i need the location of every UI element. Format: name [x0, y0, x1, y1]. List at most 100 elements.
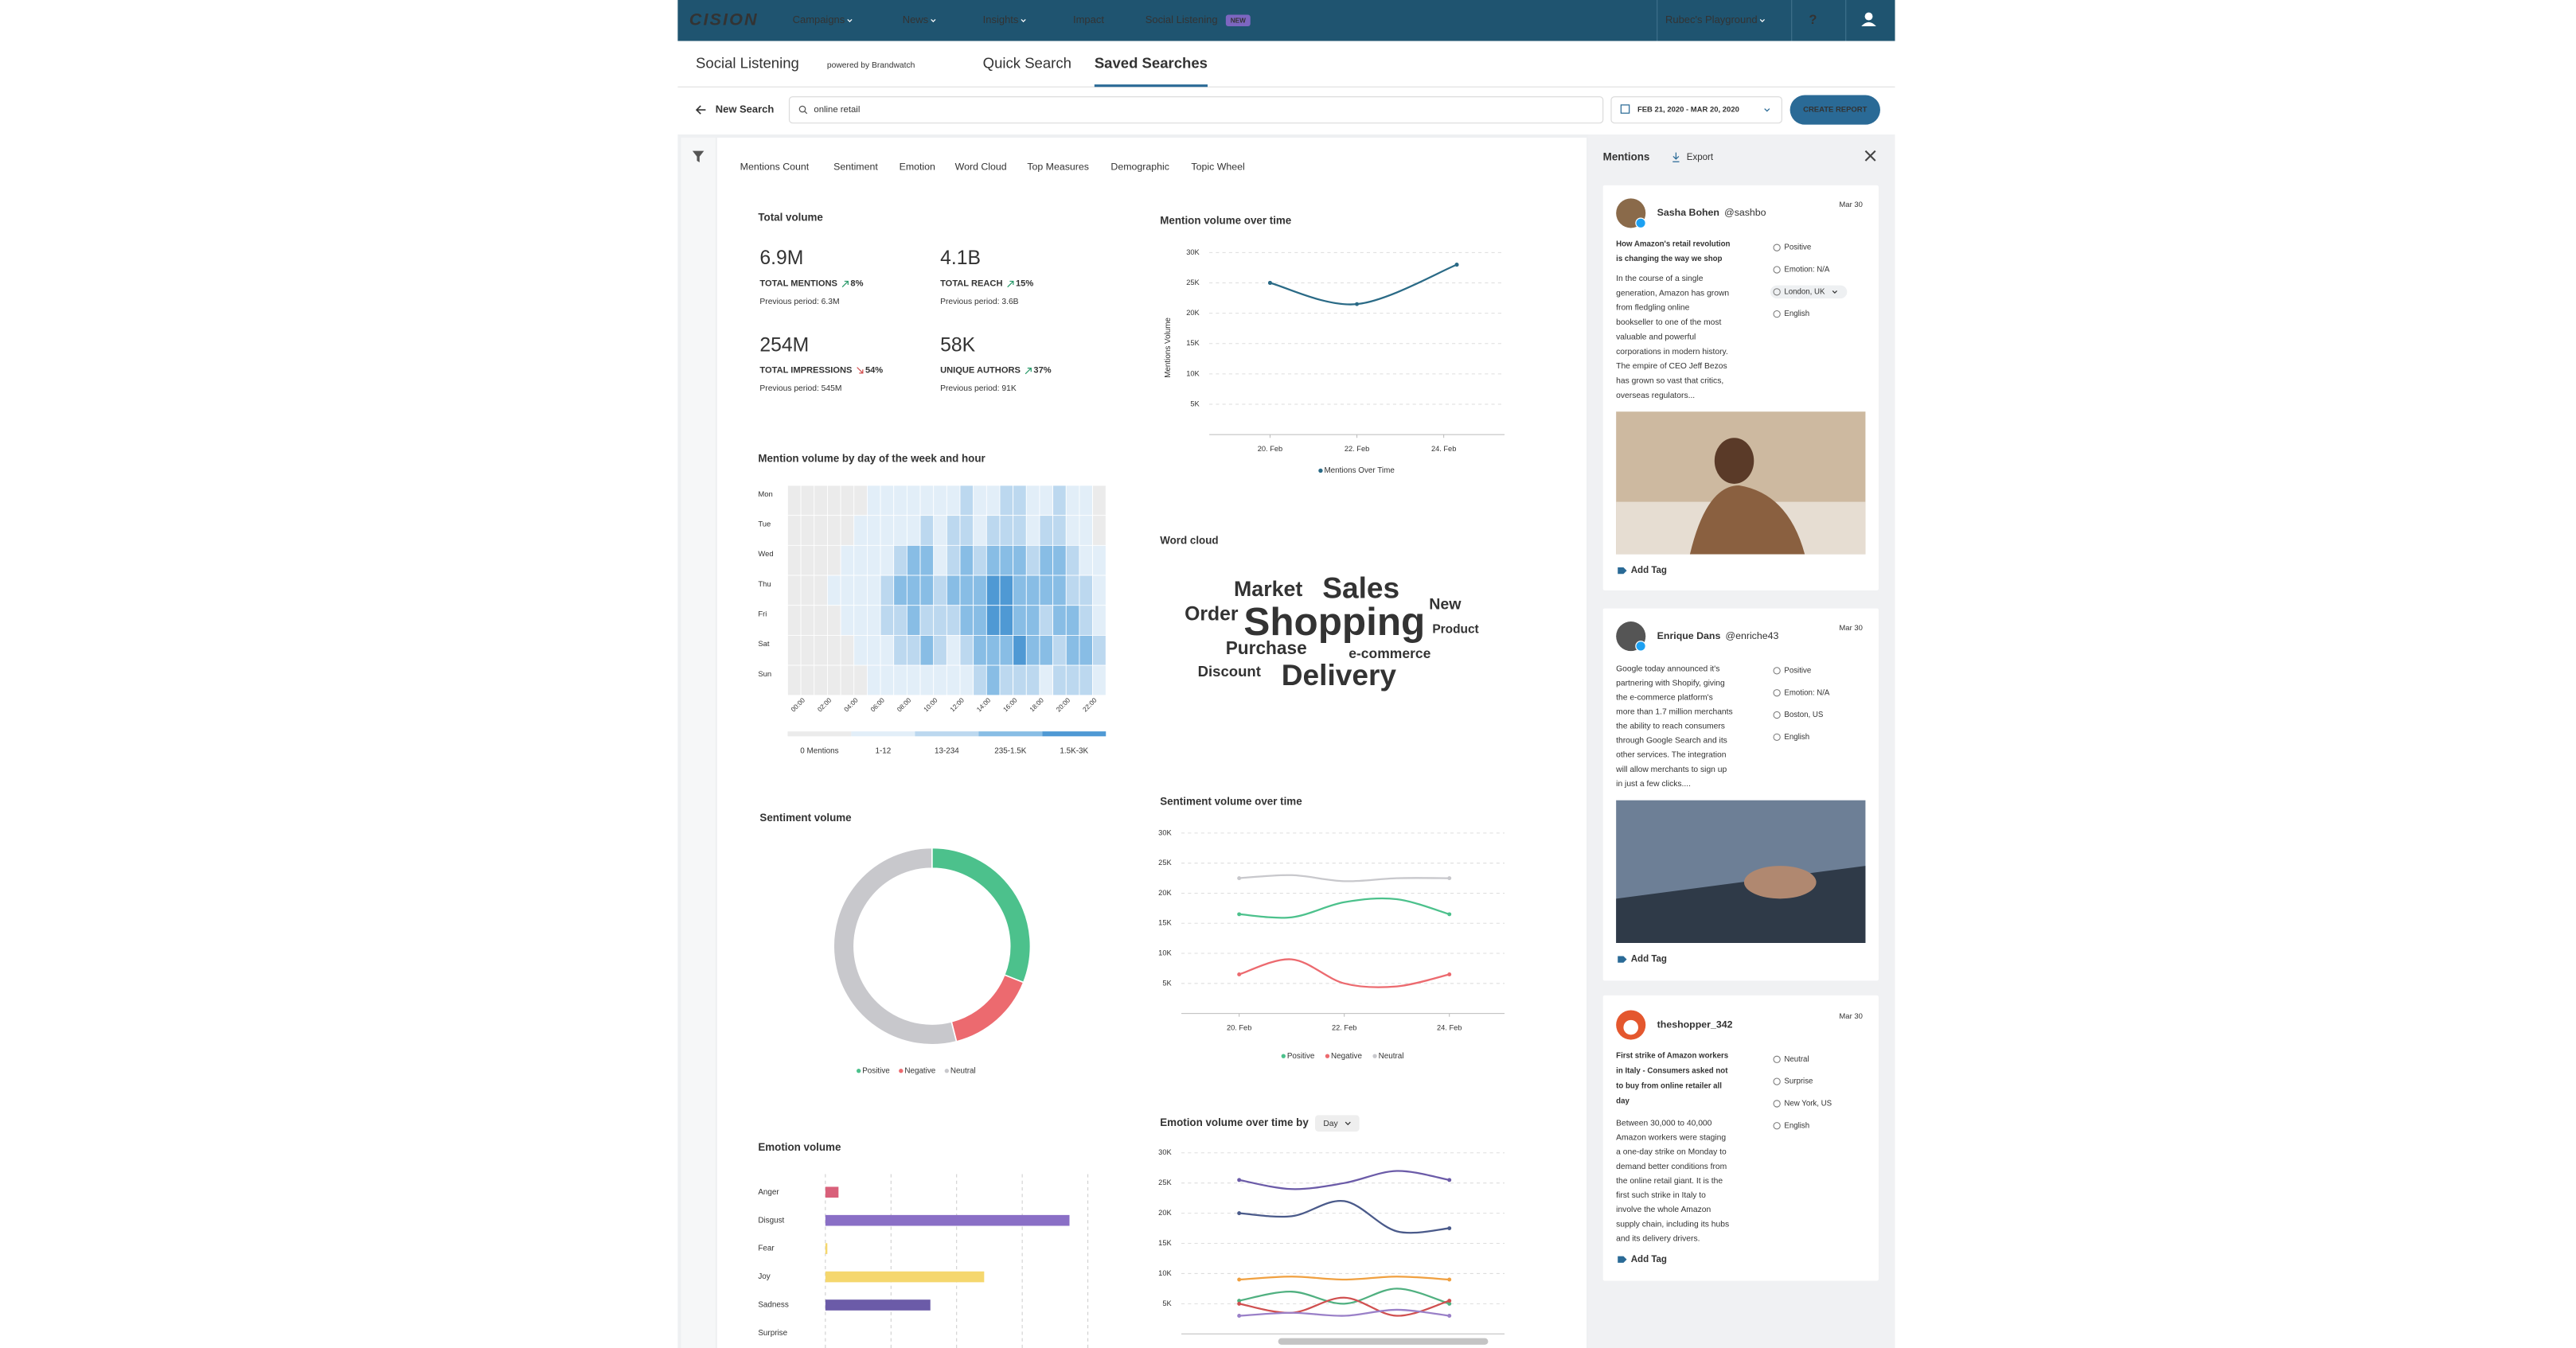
heatmap-cell: [906, 605, 921, 636]
header-tab[interactable]: Saved Searches: [1095, 54, 1208, 71]
back-arrow[interactable]: [695, 105, 706, 115]
heatmap-cell: [1092, 664, 1107, 696]
y-tick-label: 20K: [1158, 1209, 1172, 1217]
nav-item[interactable]: News: [903, 14, 929, 25]
series-point: [1237, 912, 1242, 917]
heatmap-cell: [1013, 544, 1027, 576]
account-menu[interactable]: Rubec's Playground: [1665, 14, 1758, 25]
new-search[interactable]: New Search: [716, 103, 775, 115]
heatmap-cell: [1079, 575, 1094, 606]
heatmap-cell: [986, 575, 1001, 606]
location-chip: [1770, 285, 1848, 299]
body-text: Amazon workers were staging: [1616, 1134, 1726, 1143]
report-tab[interactable]: Mentions Count: [740, 161, 810, 172]
report-tab[interactable]: Topic Wheel: [1191, 161, 1244, 172]
body-text: valuable and powerful: [1616, 333, 1696, 341]
body-text: supply chain, including its hubs: [1616, 1220, 1729, 1229]
caret: [931, 18, 936, 22]
category-label: Fear: [758, 1245, 775, 1253]
report-tab[interactable]: Demographic: [1110, 161, 1169, 172]
heatmap-cell: [933, 664, 947, 696]
nav-item[interactable]: Campaigns: [793, 14, 845, 25]
y-tick-label: 15K: [1186, 339, 1200, 347]
heatmap-cell: [999, 605, 1014, 636]
heatmap-cell: [959, 664, 974, 696]
stat-change: 54%: [865, 366, 883, 376]
logo: CISION: [689, 9, 759, 29]
filter-icon[interactable]: [692, 150, 704, 163]
heatmap-cell: [1092, 544, 1107, 576]
close-icon[interactable]: [1864, 150, 1876, 162]
tag-icon: [1618, 567, 1627, 575]
add-tag[interactable]: Add Tag: [1631, 955, 1667, 964]
tag-icon: [1618, 956, 1627, 963]
heatmap-cell: [973, 664, 987, 696]
caret: [1832, 290, 1837, 294]
category-label: Disgust: [758, 1216, 784, 1225]
heatmap-cell: [840, 664, 855, 696]
header-tab[interactable]: Quick Search: [983, 54, 1071, 71]
heatmap-cell: [800, 635, 815, 666]
scrollbar[interactable]: [1278, 1338, 1489, 1345]
heatmap-cell: [959, 635, 974, 666]
stat-label: TOTAL REACH: [940, 279, 1002, 288]
heatmap-cell: [906, 544, 921, 576]
report-tab[interactable]: Emotion: [900, 161, 935, 172]
heatmap-cell: [827, 515, 841, 546]
headline: in Italy - Consumers asked not: [1616, 1067, 1728, 1076]
legend-label: Negative: [1331, 1052, 1362, 1061]
meta-icon: [1773, 667, 1781, 675]
user-icon[interactable]: [1861, 21, 1876, 26]
mention-card: [1602, 995, 1879, 1281]
heatmap-cell: [1079, 544, 1094, 576]
heatmap-cell: [959, 544, 974, 576]
heatmap-cell: [866, 635, 881, 666]
heatmap-cell: [1079, 485, 1094, 516]
legend-label: Positive: [1287, 1052, 1315, 1061]
report-tab[interactable]: Sentiment: [833, 161, 878, 172]
meta-item: English: [1784, 1121, 1809, 1130]
export-link[interactable]: Export: [1687, 153, 1714, 162]
bar: [825, 1186, 839, 1198]
heatmap-cell: [800, 664, 815, 696]
stat-previous: Previous period: 3.6B: [940, 298, 1019, 306]
nav-item[interactable]: Social Listening: [1146, 14, 1218, 25]
heatmap-cell: [906, 664, 921, 696]
series-point: [1447, 972, 1452, 976]
legend-label: Neutral: [1379, 1052, 1404, 1061]
nav-item[interactable]: Insights: [983, 14, 1019, 25]
series-line: [1239, 1308, 1450, 1317]
add-tag[interactable]: Add Tag: [1631, 566, 1667, 575]
help[interactable]: ?: [1809, 13, 1817, 27]
date-picker[interactable]: [1610, 95, 1782, 124]
dropdown[interactable]: [1315, 1115, 1360, 1132]
heatmap-cell: [933, 515, 947, 546]
series-point: [1447, 1301, 1452, 1306]
nav-item[interactable]: Impact: [1073, 14, 1104, 25]
subheader: [677, 41, 1895, 88]
section-title: Emotion volume: [758, 1141, 841, 1153]
add-tag[interactable]: Add Tag: [1631, 1255, 1667, 1264]
legend-label: 13-234: [935, 746, 959, 755]
trend-arrow: [1025, 368, 1032, 375]
search-input[interactable]: [788, 95, 1604, 124]
heatmap-cell: [1065, 575, 1080, 606]
create-report-button[interactable]: [1790, 95, 1880, 125]
heatmap-cell: [814, 515, 828, 546]
user-icon[interactable]: [1864, 12, 1873, 21]
body-text: first such strike in Italy to: [1616, 1191, 1706, 1200]
trend-arrow: [1007, 280, 1014, 288]
legend-swatch: [978, 731, 1043, 737]
heatmap-cell: [893, 485, 907, 516]
report-tab[interactable]: Word Cloud: [955, 161, 1007, 172]
heatmap-cell: [1025, 515, 1040, 546]
heatmap-cell: [853, 485, 868, 516]
legend-dot: [1372, 1054, 1377, 1058]
heatmap-cell: [880, 485, 895, 516]
report-tab[interactable]: Top Measures: [1027, 161, 1089, 172]
heatmap-cell: [853, 664, 868, 696]
y-tick-label: 10K: [1186, 369, 1200, 377]
meta-icon: [1773, 1100, 1781, 1108]
mention-date: Mar 30: [1839, 1012, 1862, 1021]
